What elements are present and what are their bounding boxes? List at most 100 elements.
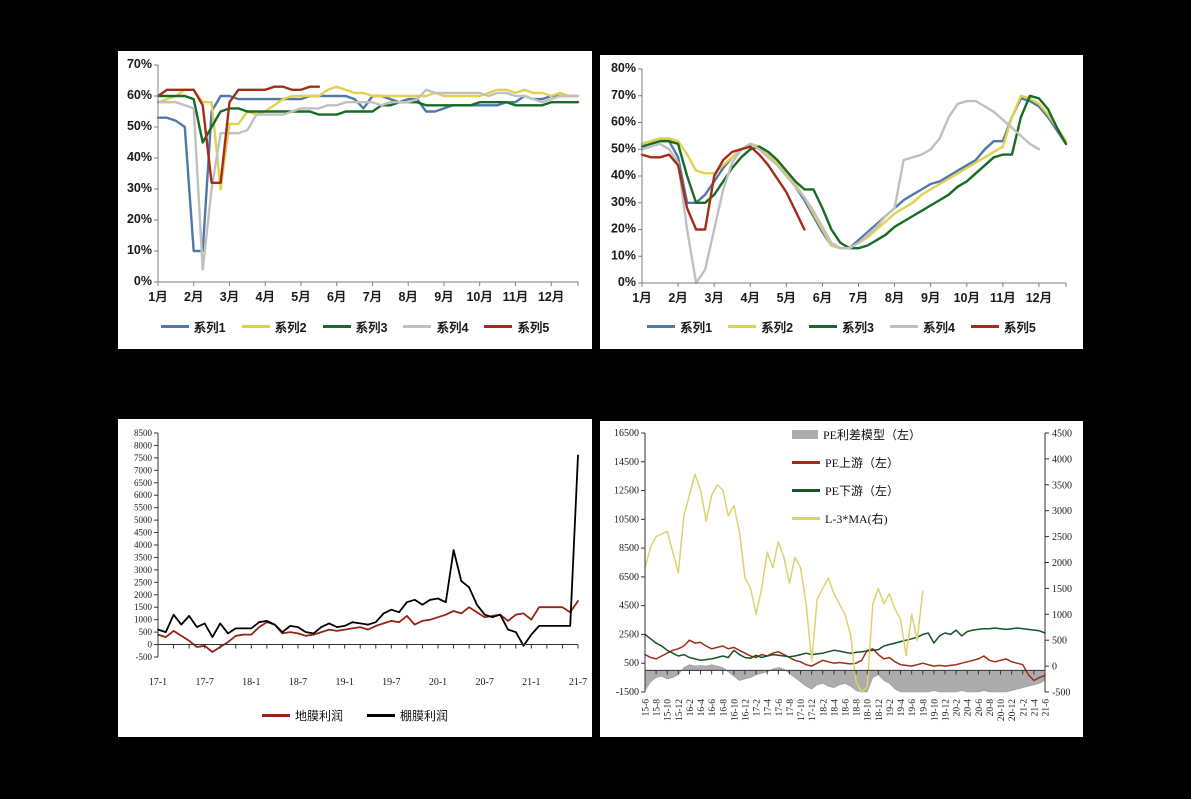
x-tick-label: 20-10 — [997, 699, 1007, 721]
y-tick-label: 10500 — [614, 514, 639, 525]
x-tick-label: 1月 — [632, 291, 651, 305]
x-tick-label: 20-12 — [1008, 699, 1018, 721]
x-tick-label: 17-10 — [797, 699, 807, 721]
legend-swatch-icon — [792, 430, 818, 439]
legend-item: 棚膜利润 — [367, 707, 448, 724]
y-tick-label: 4500 — [134, 528, 153, 538]
legend-swatch-icon — [647, 325, 676, 328]
x-tick-label: 19-12 — [942, 699, 952, 721]
series-line-系列4 — [640, 99, 1041, 285]
y-tick-label: 50% — [611, 141, 636, 155]
legend-item: 系列2 — [728, 317, 793, 336]
top-left-legend: 系列1 系列2 系列3 系列4 系列5 — [118, 317, 592, 336]
x-tick-label: 15-8 — [653, 699, 663, 717]
x-tick-label: 15-10 — [664, 699, 674, 721]
y-tick-label: 8000 — [134, 440, 153, 450]
x-tick-label: 19-4 — [897, 699, 907, 717]
legend-item: 系列4 — [889, 317, 955, 336]
y-tick-label: 70% — [127, 57, 152, 71]
series-line-系列2 — [156, 85, 580, 191]
legend-label: 系列4 — [436, 321, 469, 335]
x-tick-label: 20-7 — [475, 677, 493, 688]
y-tick-label-right: -500 — [1052, 688, 1070, 699]
y-tick-label: 7500 — [134, 453, 153, 463]
x-tick-label: 21-4 — [1030, 699, 1040, 717]
y-tick-label: 3500 — [134, 552, 153, 562]
series-line-L-3*MA(右) — [644, 473, 924, 693]
y-tick-label: 40% — [127, 150, 152, 164]
legend-label: 系列1 — [193, 321, 226, 335]
y-tick-label: 8500 — [619, 543, 639, 554]
chart-panel-top-right: 0% 10% 20% 30% 40% 50% 60% 70% 80% 1月 2月 3月 4月 5月 6月 7月… — [600, 55, 1083, 349]
y-tick-label: 10% — [611, 248, 636, 262]
x-tick-label: 17-6 — [775, 699, 785, 717]
y-tick-label: 4000 — [134, 540, 153, 550]
x-tick-label: 7月 — [363, 290, 382, 304]
x-tick-label: 8月 — [885, 291, 904, 305]
legend-swatch-icon — [403, 325, 432, 328]
bottom-left-legend: 地膜利润 棚膜利润 — [118, 707, 592, 724]
y-tick-label: 0% — [618, 275, 636, 289]
x-tick-label: 10月 — [954, 291, 980, 305]
x-tick-label: 4月 — [741, 291, 760, 305]
y-tick-label: -1500 — [616, 687, 639, 698]
y-tick-label: 2500 — [134, 577, 153, 587]
legend-swatch-icon — [728, 325, 757, 328]
x-tick-label: 19-2 — [886, 699, 896, 717]
series-line-PE上游（左） — [644, 639, 1046, 682]
chart-panel-bottom-right: -1500 500 2500 4500 6500 8500 10500 12500 14500 1… — [600, 421, 1083, 737]
legend-item: PE上游（左） — [792, 454, 921, 471]
y-tick-label: 16500 — [614, 428, 639, 439]
legend-swatch-icon — [970, 325, 999, 328]
x-tick-label: 9月 — [921, 291, 940, 305]
y-tick-label: 0% — [134, 274, 152, 288]
bottom-left-plot: -500 0 500 1000 1500 2000 2500 3000 3500 4000 4500… — [134, 428, 587, 688]
legend-swatch-icon — [261, 714, 290, 717]
x-tick-label: 18-2 — [819, 699, 829, 717]
y-tick-label: 70% — [611, 88, 636, 102]
y-tick-label: 500 — [624, 658, 639, 669]
y-tick-label: 500 — [139, 627, 153, 637]
x-tick-label: 6月 — [327, 290, 346, 304]
x-tick-label: 16-4 — [697, 699, 707, 717]
y-tick-label-right: 2500 — [1052, 532, 1072, 543]
y-tick-label: 3000 — [134, 565, 153, 575]
legend-item: 系列5 — [970, 317, 1036, 336]
x-tick-label: 5月 — [777, 291, 796, 305]
y-tick-label-right: 0 — [1052, 662, 1057, 673]
legend-label: 系列5 — [1003, 321, 1036, 335]
x-tick-label: 19-7 — [382, 677, 400, 688]
legend-item: 系列1 — [647, 317, 712, 336]
legend-swatch-icon — [322, 325, 351, 328]
y-tick-label: 60% — [127, 88, 152, 102]
y-tick-label: 6500 — [134, 478, 153, 488]
x-tick-label: 19-6 — [908, 699, 918, 717]
x-tick-label: 15-12 — [675, 699, 685, 721]
x-tick-label: 12月 — [538, 290, 564, 304]
legend-label: 系列1 — [680, 321, 713, 335]
legend-label: 系列4 — [922, 321, 955, 335]
y-tick-label: 40% — [611, 168, 636, 182]
legend-label: 地膜利润 — [294, 709, 343, 723]
x-tick-label: 20-6 — [975, 699, 985, 717]
y-tick-label: 5500 — [134, 503, 153, 513]
y-tick-label: 2500 — [619, 629, 639, 640]
series-line-系列5 — [640, 145, 806, 231]
x-tick-label: 7月 — [849, 291, 868, 305]
x-tick-label: 5月 — [291, 290, 310, 304]
x-tick-label: 16-2 — [686, 699, 696, 717]
chart-panel-bottom-left: -500 0 500 1000 1500 2000 2500 3000 3500 4000 4500… — [118, 419, 592, 737]
chart-panel-top-left: 0% 10% 20% 30% 40% 50% 60% 70% 1月 2月 3月 4月 5月 6月 7月 8月 9… — [118, 51, 592, 349]
legend-swatch-icon — [160, 325, 189, 328]
x-tick-label: 18-7 — [289, 677, 307, 688]
y-tick-label: 60% — [611, 115, 636, 129]
legend-swatch-icon — [792, 517, 820, 520]
series-line-系列4 — [156, 88, 580, 271]
y-tick-label: 8500 — [134, 428, 153, 438]
x-tick-label: 17-2 — [753, 699, 763, 717]
series-line-PE下游（左） — [644, 627, 1046, 662]
x-tick-label: 16-12 — [742, 699, 752, 721]
x-tick-label: 17-4 — [764, 699, 774, 717]
x-tick-label: 20-2 — [953, 699, 963, 717]
x-tick-label: 17-12 — [808, 699, 818, 721]
